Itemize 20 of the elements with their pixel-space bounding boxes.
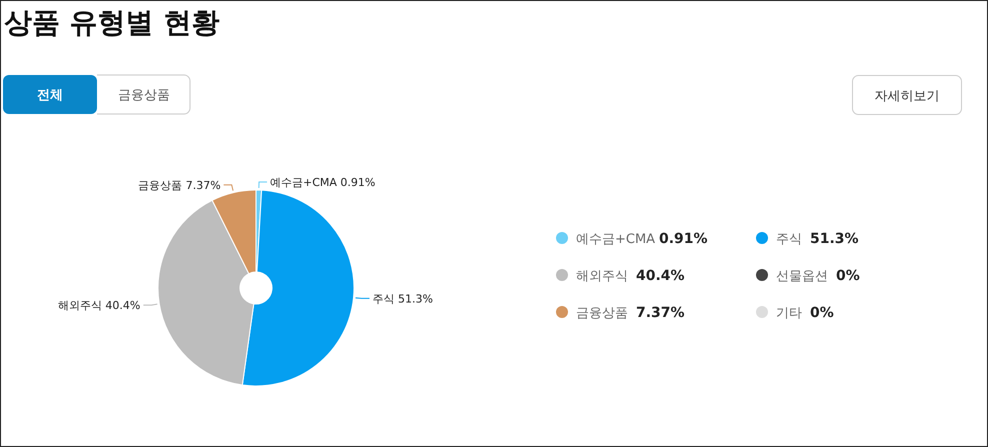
data-label: 40.4% xyxy=(636,268,685,284)
category-label: 금융상품 7.37% xyxy=(138,178,221,192)
data-label: 7.37% xyxy=(636,305,685,321)
button: 자세히보기 xyxy=(852,75,962,115)
data-label: 51.3% xyxy=(810,231,859,247)
legend-label: 예수금+CMA xyxy=(576,232,656,247)
legend-label: 해외주식 xyxy=(576,269,628,284)
legend-label: 금융상품 xyxy=(576,306,628,321)
tab: 금융상품 xyxy=(96,74,190,114)
chart-title: 상품 유형별 현황 xyxy=(4,6,220,39)
text: 0% xyxy=(836,268,860,284)
active-tab: 전체 xyxy=(3,75,97,114)
legend-label: 주식 xyxy=(776,232,802,247)
text: 0% xyxy=(810,305,834,321)
legend-label: 선물옵션 xyxy=(776,269,828,284)
category-label: 주식 51.3% xyxy=(372,292,433,306)
category-label: 해외주식 40.4% xyxy=(58,299,140,312)
legend-label: 기타 xyxy=(776,306,802,321)
data-label: 0.91% xyxy=(659,231,708,247)
category-label: 예수금+CMA 0.91% xyxy=(270,176,376,190)
